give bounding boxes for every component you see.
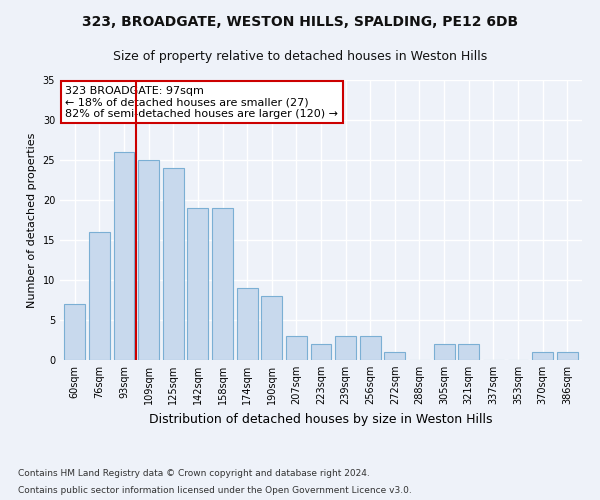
Bar: [138, 160, 159, 360]
Bar: [360, 336, 381, 360]
Bar: [64, 304, 85, 360]
Bar: [236, 288, 257, 360]
Bar: [311, 344, 331, 360]
Y-axis label: Number of detached properties: Number of detached properties: [27, 132, 37, 308]
Bar: [89, 232, 110, 360]
Text: Size of property relative to detached houses in Weston Hills: Size of property relative to detached ho…: [113, 50, 487, 63]
Bar: [113, 152, 134, 360]
Bar: [163, 168, 184, 360]
Bar: [212, 208, 233, 360]
Bar: [335, 336, 356, 360]
Text: 323, BROADGATE, WESTON HILLS, SPALDING, PE12 6DB: 323, BROADGATE, WESTON HILLS, SPALDING, …: [82, 15, 518, 29]
Bar: [187, 208, 208, 360]
Bar: [532, 352, 553, 360]
Text: Contains public sector information licensed under the Open Government Licence v3: Contains public sector information licen…: [18, 486, 412, 495]
X-axis label: Distribution of detached houses by size in Weston Hills: Distribution of detached houses by size …: [149, 412, 493, 426]
Bar: [458, 344, 479, 360]
Bar: [434, 344, 455, 360]
Bar: [286, 336, 307, 360]
Bar: [385, 352, 406, 360]
Text: Contains HM Land Registry data © Crown copyright and database right 2024.: Contains HM Land Registry data © Crown c…: [18, 468, 370, 477]
Bar: [261, 296, 282, 360]
Bar: [557, 352, 578, 360]
Text: 323 BROADGATE: 97sqm
← 18% of detached houses are smaller (27)
82% of semi-detac: 323 BROADGATE: 97sqm ← 18% of detached h…: [65, 86, 338, 119]
